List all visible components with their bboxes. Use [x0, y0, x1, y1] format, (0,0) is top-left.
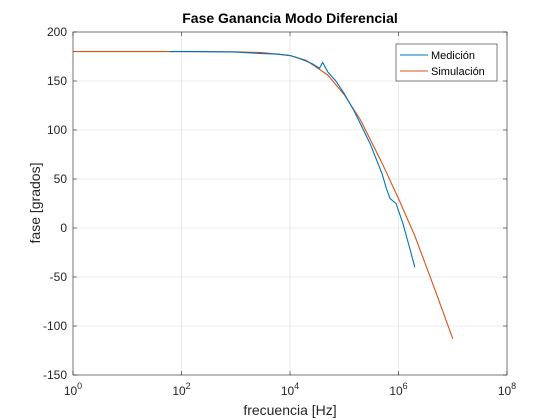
y-tick-label: 50	[54, 172, 68, 186]
legend-label-simulacion: Simulación	[431, 66, 485, 78]
y-tick-label: 100	[47, 123, 67, 137]
series-line-medicion	[169, 51, 416, 268]
x-tick-label: 104	[281, 381, 299, 398]
y-tick-label: 150	[47, 74, 67, 88]
x-tick-labels: 100 102 104 106 108	[64, 381, 516, 398]
x-tick-label: 108	[498, 381, 516, 398]
legend: Medición Simulación	[395, 43, 498, 82]
y-axis-label: fase [grados]	[27, 163, 43, 244]
x-axis-label: frecuencia [Hz]	[243, 402, 336, 418]
x-tick-label: 106	[389, 381, 407, 398]
y-tick-label: -150	[43, 368, 67, 382]
legend-label-medicion: Medición	[431, 50, 475, 62]
x-tick-label: 100	[64, 381, 82, 398]
y-tick-label: -50	[50, 270, 68, 284]
y-tick-label: -100	[43, 319, 67, 333]
ticks	[72, 31, 508, 376]
y-tick-labels: -150 -100 -50 0 50 100 150 200	[43, 25, 67, 382]
series-layer	[73, 51, 454, 339]
y-tick-label: 0	[60, 221, 67, 235]
x-tick-label: 102	[172, 381, 190, 398]
y-tick-label: 200	[47, 25, 67, 39]
chart-title: Fase Ganancia Modo Diferencial	[182, 10, 398, 26]
legend-box	[395, 43, 498, 82]
